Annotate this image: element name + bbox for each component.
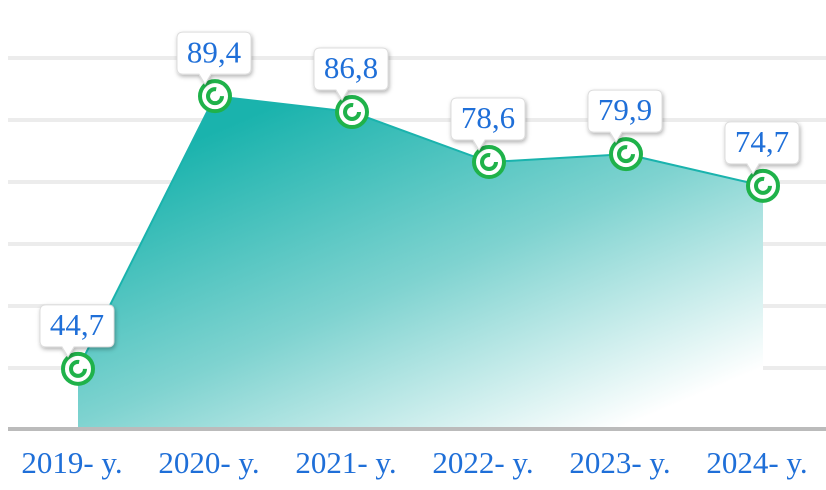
marker-inner [754,176,772,195]
x-tick-label: 2023- y. [569,445,670,480]
marker-inner [206,87,224,106]
marker-outer [609,137,643,172]
value-label: 78,6 [461,100,515,135]
value-label: 89,4 [187,34,242,69]
data-point [335,95,369,130]
value-label: 74,7 [735,124,789,159]
area [78,96,763,428]
marker-outer [746,168,780,203]
label-box [39,304,115,358]
marker-outer [61,351,95,386]
label-box [587,89,663,144]
data-point [746,168,780,203]
data-point [472,145,506,180]
marker-inner [69,359,87,378]
value-label: 79,9 [598,92,652,127]
x-tick-label: 2022- y. [432,445,533,480]
marker-inner [480,153,498,172]
value-label: 44,7 [50,307,104,342]
marker-inner [343,103,361,122]
x-tick-label: 2021- y. [295,445,396,480]
data-point [198,79,232,114]
line [77,95,764,370]
data-point [609,137,643,172]
marker-outer [198,79,232,114]
marker-inner [617,145,635,164]
label-box [313,47,389,101]
value-label: 86,8 [324,50,378,85]
marker-outer [335,95,369,130]
x-tick-label: 2020- y. [158,445,259,480]
marker-outer [472,145,506,180]
x-tick-label: 2024- y. [706,445,807,480]
label-box [450,97,526,152]
label-box [176,31,252,86]
label-box [724,121,800,175]
data-point [61,351,95,386]
x-tick-label: 2019- y. [21,445,122,480]
